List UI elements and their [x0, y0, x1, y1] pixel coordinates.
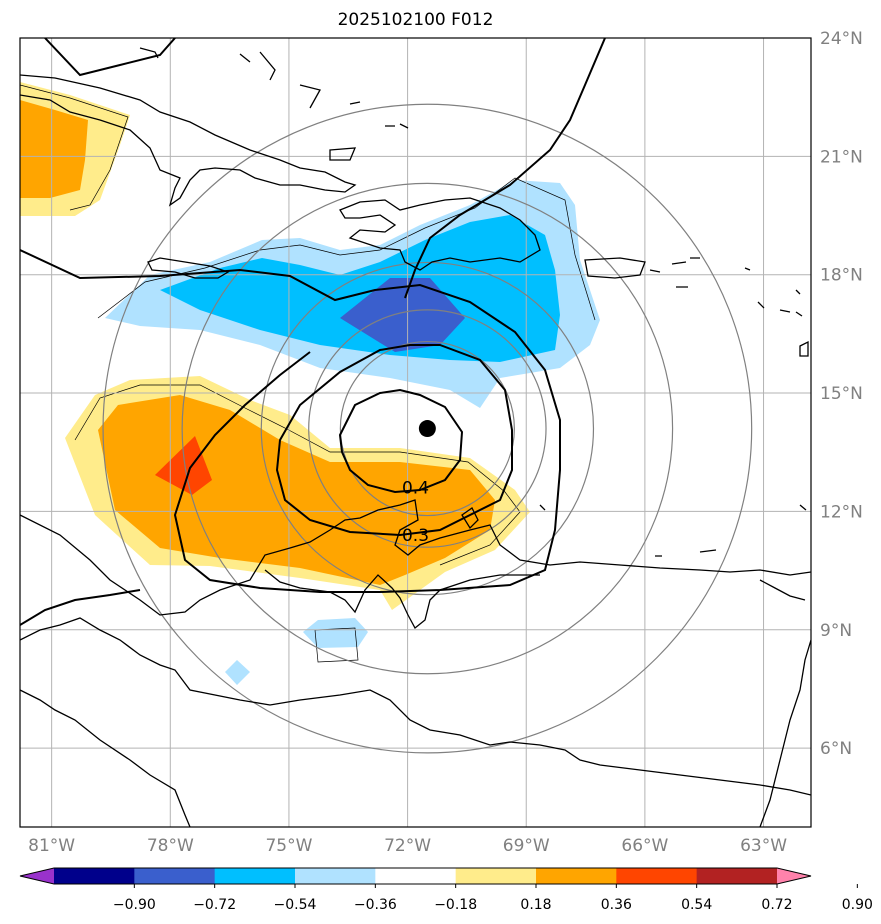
latitude-tick-labels: 24°N 21°N 18°N 15°N 12°N 9°N 6°N — [820, 29, 863, 759]
colorbar-swatch-0 — [54, 868, 135, 884]
lat-label-2: 18°N — [820, 266, 863, 286]
map-frame — [19, 37, 812, 828]
range-ring-1 — [308, 309, 547, 548]
coast-puerto-rico — [584, 257, 646, 279]
colorbar-swatch-3 — [295, 868, 376, 884]
colorbar-swatch-7 — [616, 868, 698, 884]
colorbar-swatch-6 — [536, 868, 617, 884]
lat-label-5: 9°N — [820, 621, 852, 641]
lat-label-1: 21°N — [820, 147, 863, 167]
coast-jamaica — [147, 257, 230, 279]
lat-label-0: 24°N — [820, 29, 863, 49]
storm-center-marker — [418, 420, 436, 438]
lon-label-2: 75°W — [265, 836, 312, 856]
colorbar-label-6: 0.36 — [601, 897, 632, 913]
coast-curacao-aruba — [461, 504, 807, 601]
shade-dark-blue-core — [340, 278, 465, 352]
range-ring-2 — [260, 261, 595, 596]
shade-blue-north — [160, 215, 560, 362]
contour-inner — [338, 388, 464, 494]
colorbar-label-2: −0.54 — [274, 897, 317, 913]
lon-label-5: 66°W — [621, 836, 668, 856]
range-ring-0 — [339, 340, 515, 517]
lon-label-4: 69°W — [503, 836, 550, 856]
contour-label-0: 0.4 — [402, 479, 429, 499]
coast-cuba — [20, 74, 357, 207]
lon-label-1: 78°W — [147, 836, 194, 856]
shade-light-blue-south — [303, 618, 368, 648]
coast-hispaniola — [339, 197, 541, 271]
colorbar-swatch-5 — [455, 868, 537, 884]
range-rings — [102, 103, 753, 754]
colorbar-label-9: 0.90 — [842, 897, 873, 913]
contour-northwest — [44, 38, 176, 77]
colorbar-extend-low — [20, 868, 54, 884]
bold-contours — [20, 38, 606, 626]
lat-label-6: 6°N — [820, 739, 852, 759]
colorbar-label-1: −0.72 — [193, 897, 236, 913]
lon-label-0: 81°W — [28, 836, 75, 856]
colorbar-outline — [19, 867, 812, 885]
coast-south-america — [20, 499, 811, 616]
shade-outlines — [20, 84, 596, 663]
colorbar-label-5: 0.18 — [520, 897, 551, 913]
lat-label-3: 15°N — [820, 384, 863, 404]
range-ring-4 — [102, 103, 753, 754]
colorbar-swatch-8 — [696, 868, 778, 884]
shade-red-south — [155, 436, 212, 495]
longitude-tick-labels: 81°W 78°W 75°W 72°W 69°W 66°W 63°W — [28, 836, 787, 856]
range-ring-3 — [181, 182, 674, 675]
coast-east — [759, 639, 811, 827]
colorbar-swatch-4 — [375, 868, 457, 884]
contour-04 — [275, 344, 513, 537]
contour-southwest — [20, 589, 141, 626]
colorbar-label-4: −0.18 — [434, 897, 477, 913]
contour-03 — [20, 249, 561, 593]
colorbar-label-0: −0.90 — [113, 897, 156, 913]
map-title: 2025102100 F012 — [337, 10, 494, 30]
lat-label-4: 12°N — [820, 502, 863, 522]
shade-light-blue-dot — [225, 660, 250, 685]
contour-label-1: 0.3 — [402, 526, 429, 546]
colorbar-swatch-1 — [134, 868, 216, 884]
colorbar: −0.90 −0.72 −0.54 −0.36 −0.18 0.18 0.36 0.54 0.7… — [19, 867, 873, 913]
contour-labels: 0.4 0.3 — [402, 479, 429, 546]
shaded-anomaly-fields — [20, 82, 600, 685]
lon-label-6: 63°W — [740, 836, 787, 856]
colorbar-extend-high — [777, 868, 811, 884]
coast-bahamas — [139, 47, 409, 161]
colorbar-swatch-2 — [214, 868, 296, 884]
shade-orange-northwest — [20, 100, 88, 198]
coast-lesser-antilles — [649, 257, 809, 357]
colorbar-label-7: 0.54 — [681, 897, 712, 913]
colorbar-label-8: 0.72 — [761, 897, 792, 913]
lon-label-3: 72°W — [384, 836, 431, 856]
contour-north-arm — [404, 38, 606, 299]
coast-panama-colombia — [20, 617, 811, 796]
coast-colombia-west — [20, 689, 191, 827]
colorbar-label-3: −0.36 — [354, 897, 397, 913]
